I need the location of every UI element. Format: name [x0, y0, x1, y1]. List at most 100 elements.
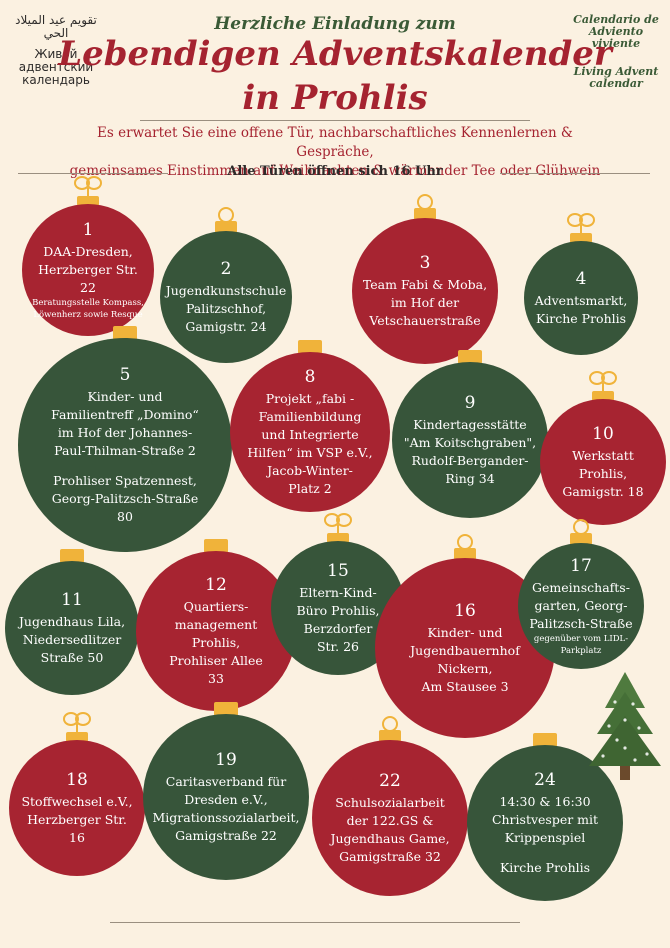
door-text-line: Hilfen“ im VSP e.V., — [247, 445, 373, 460]
day-number: 2 — [220, 259, 232, 279]
door-text-line: garten, Georg- — [534, 598, 628, 613]
door-note-line: gegenüber vom LIDL- — [533, 634, 629, 644]
door-text-line: Nickern, — [437, 661, 493, 676]
door-text-line: Büro Prohlis, — [296, 603, 380, 618]
door-text-line: Gamigstr. 24 — [185, 319, 267, 334]
door-text-line: 14:30 & 16:30 — [499, 794, 591, 809]
door-text-line: Familienbildung — [258, 409, 362, 424]
door-text-line: Prohliser Spatzennest, — [53, 473, 197, 488]
ornament-cap-icon — [458, 350, 482, 364]
ornament-bow-icon — [63, 710, 91, 728]
door-text-line: und Integrierte — [261, 427, 359, 442]
door-text-line: DAA-Dresden, — [43, 244, 133, 259]
door-text-line: Familientreff „Domino“ — [51, 407, 199, 422]
intro-line1: Es erwartet Sie eine offene Tür, nachbar… — [97, 125, 573, 160]
ornament-day-10: 10 Werkstatt Prohlis, Gamigstr. 18 — [540, 399, 666, 525]
ornament-stem — [76, 724, 78, 734]
day-number: 16 — [454, 601, 476, 621]
day-number: 22 — [379, 771, 401, 791]
door-text-line: im Hof der Johannes- — [57, 425, 193, 440]
divider-right — [500, 173, 650, 174]
door-text-line: 33 — [208, 671, 224, 686]
day-number: 3 — [419, 253, 431, 273]
day-number: 10 — [592, 424, 614, 444]
door-note-line: Parkplatz — [560, 646, 602, 656]
door-text-line: Gamigstraße 22 — [175, 828, 277, 843]
door-text-line: Ring 34 — [445, 471, 495, 486]
door-text-line: im Hof der — [390, 295, 460, 310]
door-text-line: Kindertagesstätte — [413, 417, 527, 432]
door-text-line: Team Fabi & Moba, — [362, 277, 488, 292]
ornament-stem — [87, 188, 89, 198]
ornament-day-19: 19 Caritasverband für Dresden e.V., Migrati… — [143, 714, 309, 880]
ornament-day-9: 9 Kindertagesstätte "Am Koitschgraben", Rud… — [392, 362, 548, 518]
door-text-line: 80 — [117, 509, 133, 524]
door-text-line: Adventsmarkt, — [534, 293, 628, 308]
ornament-day-1: 1 DAA-Dresden, Herzberger Str. 22 Beratungs… — [22, 204, 154, 336]
ornament-cap-icon — [204, 539, 228, 553]
corner-right-text: Calendario de Adviento viviente Living A… — [568, 14, 664, 90]
door-note-line: Löwenherz sowie Resque — [33, 310, 143, 320]
door-text-line: Georg-Palitzsch-Straße — [51, 491, 199, 506]
christmas-tree-icon — [589, 672, 661, 780]
corner-left-text: تقويم عيد الميلاد الحي Живой адвентский … — [12, 14, 100, 87]
door-text-line: Prohliser Allee — [169, 653, 263, 668]
ornament-bow-icon — [589, 369, 617, 387]
day-number: 9 — [464, 393, 476, 413]
ornament-day-18: 18 Stoffwechsel e.V., Herzberger Str. 16 — [9, 740, 145, 876]
door-text-line: Niedersedlitzer — [22, 632, 122, 647]
ornament-cap-icon — [60, 549, 84, 563]
ornament-cap-icon — [592, 391, 614, 401]
door-text-line: Projekt „fabi - — [265, 391, 355, 406]
door-text-line: Krippenspiel — [504, 830, 586, 845]
door-text-line: Paul-Thilman-Straße 2 — [54, 443, 196, 458]
door-text-line: Schulsozialarbeit — [335, 795, 445, 810]
ornament-cap-icon — [454, 548, 476, 560]
door-text-line: Werkstatt — [572, 448, 634, 463]
english-label: Living Advent calendar — [573, 65, 659, 90]
ornament-day-24: 24 14:30 & 16:30 Christvesper mit Krippensp… — [467, 745, 623, 901]
ornament-stem — [602, 383, 604, 393]
ornament-cap-icon — [379, 730, 401, 742]
page-title-line2: in Prohlis — [242, 78, 428, 118]
door-text-line: Berzdorfer — [303, 621, 373, 636]
ornament-bow-icon — [74, 174, 102, 192]
door-text-line: Jugendbauernhof — [410, 643, 520, 658]
page-title-line1: Lebendigen Adventskalender — [58, 34, 612, 74]
door-text-line: Jugendkunstschule — [165, 283, 287, 298]
day-number: 17 — [570, 556, 592, 576]
ornament-cap-icon — [414, 208, 436, 220]
ornament-day-16: 16 Kinder- und Jugendbauernhof Nickern, Am S… — [375, 558, 555, 738]
ornament-cap-icon — [113, 326, 137, 340]
ornament-cap-icon — [570, 533, 592, 545]
divider-left — [18, 173, 168, 174]
door-text-line: Dresden e.V., — [184, 792, 268, 807]
intro-line2: gemeinsames Einstimmen auf Weihnachten &… — [69, 163, 601, 179]
ornament-day-2: 2 Jugendkunstschule Palitzschhof, Gamigstr.… — [160, 231, 292, 363]
day-number: 8 — [304, 367, 316, 387]
door-text-line: "Am Koitschgraben", — [403, 435, 537, 450]
door-text-line: Jacob-Winter- — [267, 463, 353, 478]
door-text-line: Rudolf-Bergander- — [411, 453, 529, 468]
ornament-day-8: 8 Projekt „fabi - Familienbildung und Integ… — [230, 352, 390, 512]
door-text-line: Vetschauerstraße — [369, 313, 481, 328]
door-text-line: Christvesper mit — [491, 812, 599, 827]
door-text-line: Kirche Prohlis — [535, 311, 627, 326]
day-number: 24 — [534, 770, 556, 790]
door-text-line: Kinder- und — [427, 625, 503, 640]
intro-text: Es erwartet Sie eine offene Tür, nachbar… — [60, 124, 610, 181]
day-number: 19 — [215, 750, 237, 770]
door-text-line: Gemeinschafts- — [532, 580, 630, 595]
door-text-line: Gamigstr. 18 — [562, 484, 644, 499]
door-text-line: Jugendhaus Game, — [330, 831, 450, 846]
ornament-cap-icon — [327, 533, 349, 543]
door-text-line: Kinder- und — [87, 389, 163, 404]
door-text-line: Jugendhaus Lila, — [18, 614, 126, 629]
ornament-day-22: 22 Schulsozialarbeit der 122.GS & Jugendhau… — [312, 740, 468, 896]
door-text-line: Migrationssozialarbeit, — [152, 810, 300, 825]
door-text-line: Palitzsch-Straße — [529, 616, 633, 631]
ornament-day-3: 3 Team Fabi & Moba, im Hof der Vetschauerst… — [352, 218, 498, 364]
divider-bottom — [110, 922, 520, 923]
arabic-label: تقويم عيد الميلاد الحي — [15, 13, 97, 40]
day-number: 1 — [82, 220, 94, 240]
